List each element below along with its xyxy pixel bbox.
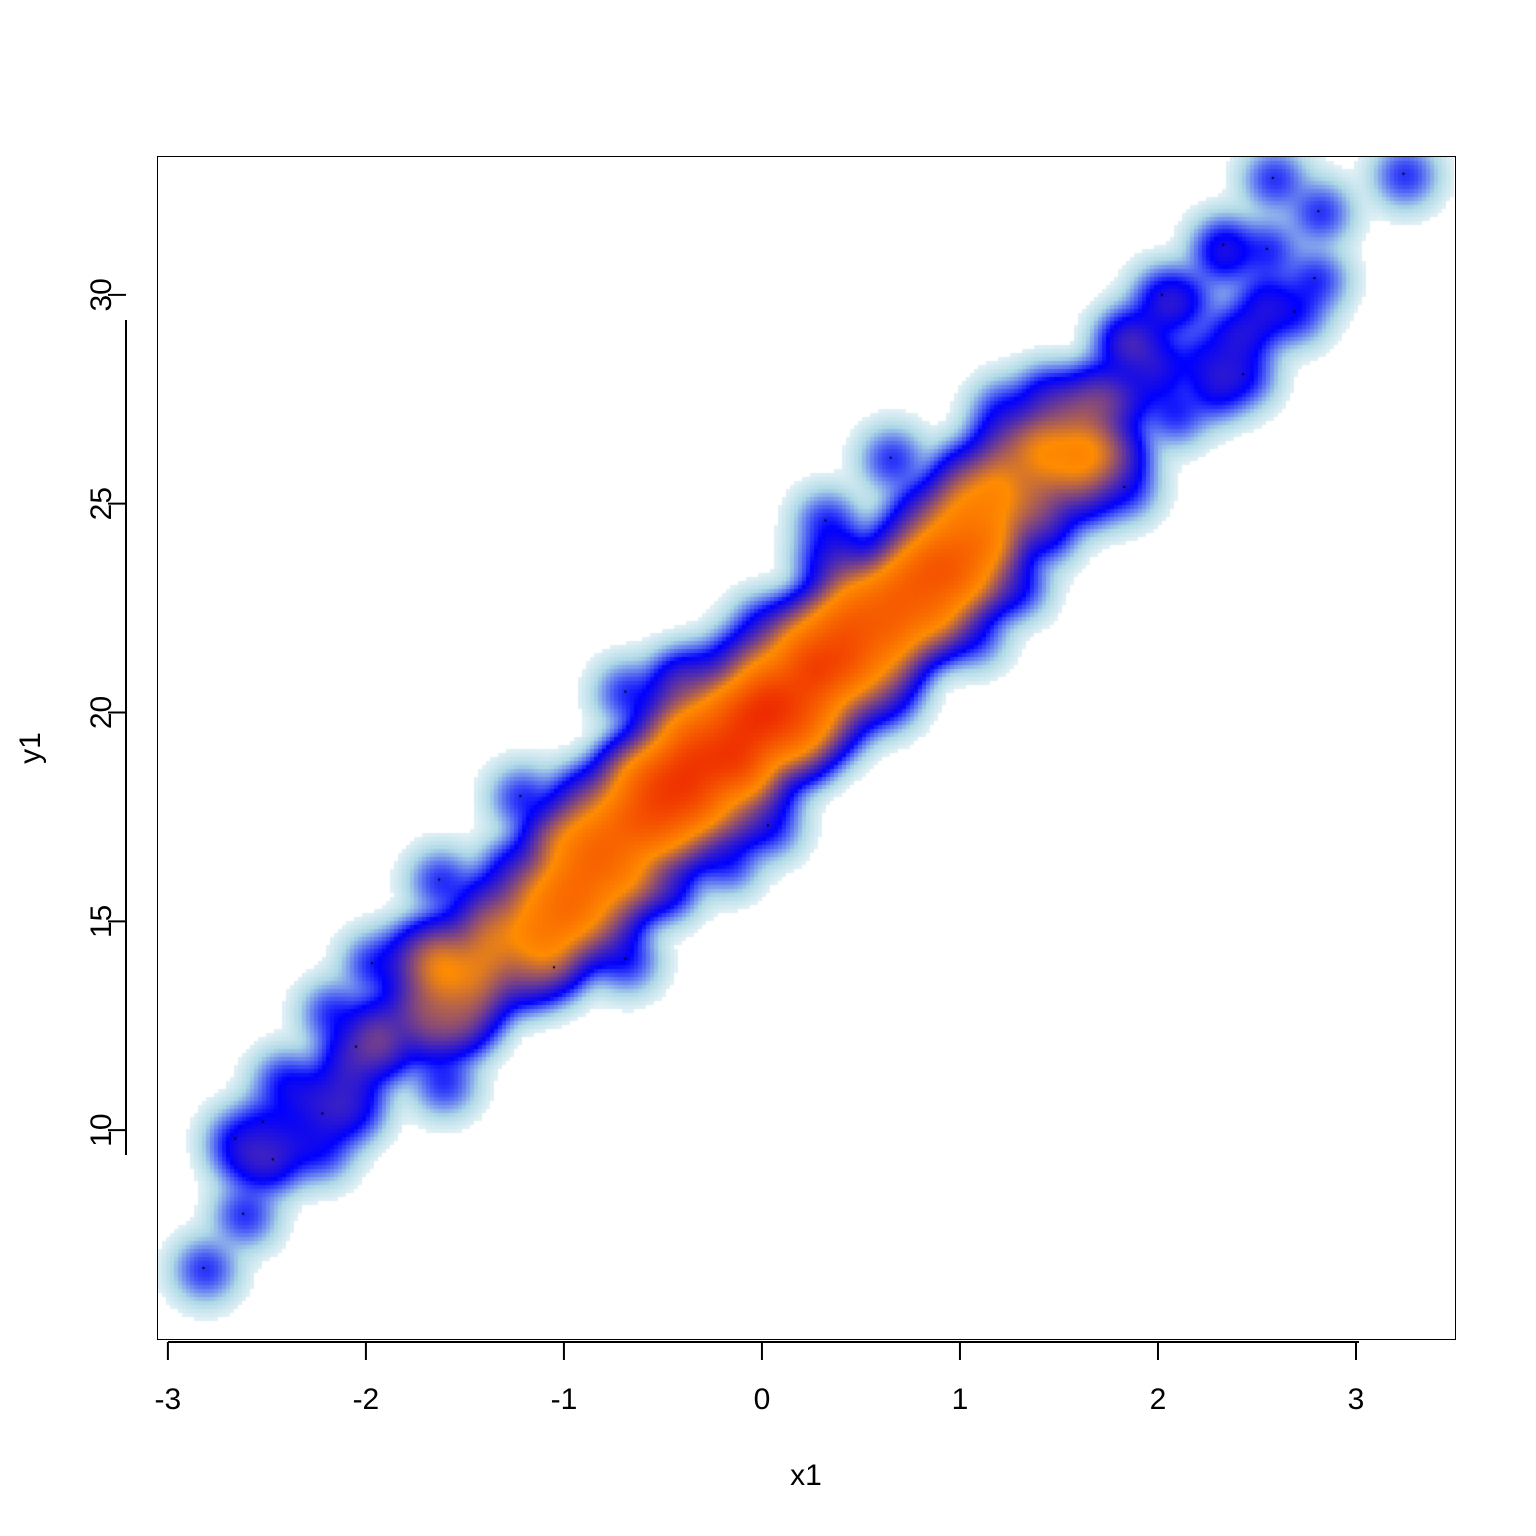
x-tick-label: 2 [1150,1383,1167,1416]
x-tick-label: 3 [1348,1383,1365,1416]
x-axis: -3 -2 -1 0 1 2 3 x1 [155,1341,1365,1492]
y-tick-label: 25 [85,487,118,520]
x-ticks: -3 -2 -1 0 1 2 3 [155,1342,1365,1416]
x-tick-label: -1 [551,1383,578,1416]
x-axis-label: x1 [790,1459,822,1492]
y-tick-label: 30 [85,278,118,311]
y-ticks: 10 15 20 25 30 [85,278,126,1147]
y-tick-label: 15 [85,905,118,938]
y-axis-label: y1 [14,732,47,764]
y-tick-label: 20 [85,696,118,729]
x-tick-label: -2 [353,1383,380,1416]
y-axis: 10 15 20 25 30 y1 [14,278,127,1155]
x-tick-label: 1 [952,1383,969,1416]
density-heatmap [158,157,1455,1339]
x-tick-label: 0 [754,1383,771,1416]
y-tick-label: 10 [85,1113,118,1146]
x-tick-label: -3 [155,1383,182,1416]
